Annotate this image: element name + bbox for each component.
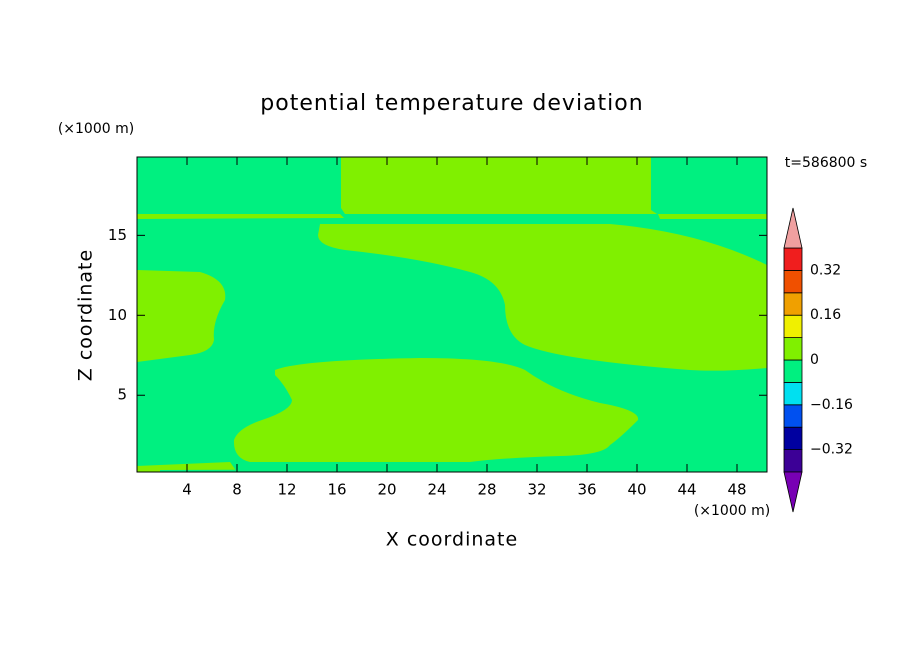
colorbar-box xyxy=(783,292,803,316)
contour-fill xyxy=(318,224,767,371)
x-tick-label: 12 xyxy=(277,481,296,499)
x-tick-label: 44 xyxy=(677,481,696,499)
colorbar-high-triangle xyxy=(783,207,803,249)
colorbar-tick-label: 0.32 xyxy=(810,262,841,278)
colorbar-tick-label: 0.16 xyxy=(810,307,841,323)
colorbar-box xyxy=(783,359,803,383)
colorbar-tick-label: 0 xyxy=(810,352,819,368)
y-tick-label: 5 xyxy=(117,386,127,404)
contour-fill xyxy=(233,358,639,462)
x-tick-label: 36 xyxy=(577,481,596,499)
colorbar-tick-label: −0.16 xyxy=(810,397,853,413)
contour-fill xyxy=(658,214,767,219)
colorbar-box xyxy=(783,381,803,406)
x-tick-label: 8 xyxy=(232,481,242,499)
contour-fill xyxy=(137,270,226,362)
x-tick-label: 40 xyxy=(627,481,646,499)
x-unit: (×1000 m) xyxy=(694,503,770,519)
chart-title: potential temperature deviation xyxy=(260,91,643,116)
y-axis-label: Z coordinate xyxy=(75,249,97,381)
x-axis-label: X coordinate xyxy=(386,529,518,551)
colorbar-box xyxy=(783,314,803,339)
x-tick-label: 16 xyxy=(327,481,346,499)
y-tick-label: 10 xyxy=(108,306,127,324)
contour-fill xyxy=(160,468,760,472)
colorbar-box xyxy=(783,449,803,473)
colorbar-box xyxy=(783,337,803,361)
time-annotation: t=586800 s xyxy=(785,155,867,171)
contour-fill xyxy=(137,214,344,219)
x-tick-label: 28 xyxy=(477,481,496,499)
colorbar-low-triangle xyxy=(783,471,803,513)
y-unit: (×1000 m) xyxy=(58,121,134,137)
x-tick-label: 20 xyxy=(377,481,396,499)
x-tick-label: 24 xyxy=(427,481,446,499)
colorbar-box xyxy=(783,404,803,428)
contour-field xyxy=(137,157,767,472)
x-tick-label: 48 xyxy=(727,481,746,499)
colorbar-box xyxy=(783,426,803,451)
contour-fill xyxy=(341,157,657,214)
x-tick-label: 32 xyxy=(527,481,546,499)
colorbar-tick-label: −0.32 xyxy=(810,442,853,458)
x-tick-label: 4 xyxy=(182,481,192,499)
plot-frame xyxy=(136,156,768,473)
colorbar-box xyxy=(783,269,803,294)
y-tick-label: 15 xyxy=(108,226,127,244)
colorbar-box xyxy=(783,247,803,271)
